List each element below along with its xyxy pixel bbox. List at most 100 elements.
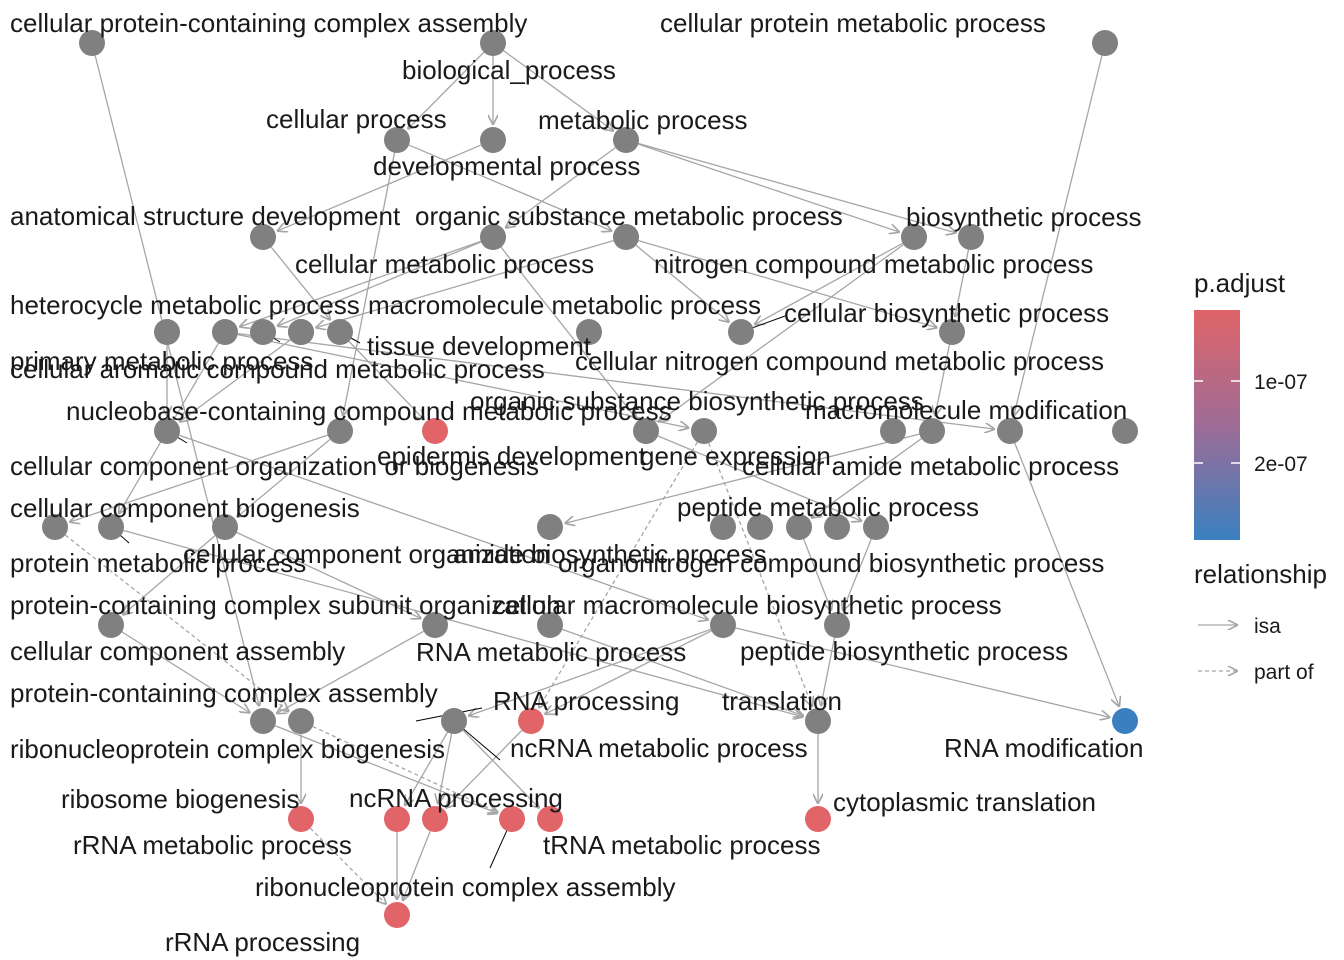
go-term-node-mp[interactable] <box>613 127 639 153</box>
isa-edge <box>462 729 539 808</box>
go-term-node-rcb[interactable] <box>288 708 314 734</box>
padjust-tick-label: 1e-07 <box>1254 371 1308 394</box>
isa-edge <box>237 332 995 429</box>
labels-layer: cellular protein-containing complex asse… <box>10 8 1143 957</box>
go-term-label-osmp: organic substance metabolic process <box>415 201 843 231</box>
go-term-node-mmp[interactable] <box>212 319 238 345</box>
isa-edge <box>239 240 481 327</box>
go-term-node-abp[interactable] <box>537 514 563 540</box>
isa-edge <box>237 438 331 517</box>
isa-edge <box>544 630 712 714</box>
part-of-edge <box>539 441 698 708</box>
go-term-node-pcso[interactable] <box>98 612 124 638</box>
go-term-label-oncbp: organonitrogen compound biosynthetic pro… <box>558 548 1104 578</box>
go-term-node-trnamp[interactable] <box>537 806 563 832</box>
go-term-node-epd[interactable] <box>422 418 448 444</box>
padjust-legend-title: p.adjust <box>1194 268 1286 298</box>
isa-edge <box>122 534 216 615</box>
isa-edge <box>635 244 729 322</box>
go-term-node-ccorg[interactable] <box>212 514 238 540</box>
go-term-node-cncmp[interactable] <box>939 319 965 345</box>
go-term-label-rb: ribosome biogenesis <box>61 784 299 814</box>
isa-edge <box>955 249 970 318</box>
go-term-node-ge[interactable] <box>691 418 717 444</box>
go-term-node-rb[interactable] <box>288 806 314 832</box>
isa-edge <box>237 333 690 428</box>
go-term-node-osbp[interactable] <box>633 418 659 444</box>
go-term-label-cmbp: cellular macromolecule biosynthetic proc… <box>493 590 1002 620</box>
isa-edge <box>565 433 920 523</box>
go-term-label-rnamod: RNA modification <box>944 733 1143 763</box>
go-term-node-oncbp[interactable] <box>863 514 889 540</box>
isa-edge <box>445 729 523 808</box>
go-term-node-ccob[interactable] <box>327 418 353 444</box>
isa-edge <box>1014 442 1120 707</box>
go-term-node-osmp[interactable] <box>480 224 506 250</box>
go-term-node-cbp[interactable] <box>728 319 754 345</box>
go-term-node-ccb[interactable] <box>42 514 68 540</box>
go-term-node-asd[interactable] <box>250 224 276 250</box>
go-term-node-pcca[interactable] <box>250 708 276 734</box>
isa-edge <box>69 434 328 522</box>
isa-edge <box>658 244 904 423</box>
go-term-node-ncmp[interactable] <box>958 224 984 250</box>
go-term-node-ct[interactable] <box>805 806 831 832</box>
go-term-node-pbp[interactable] <box>824 612 850 638</box>
go-term-node-pepmp[interactable] <box>786 514 812 540</box>
go-term-node-ncrnap[interactable] <box>422 806 448 832</box>
go-term-node-cammp[interactable] <box>919 418 945 444</box>
isa-edge <box>843 538 872 611</box>
go-term-node-rnamod[interactable] <box>1112 708 1138 734</box>
go-term-node-td[interactable] <box>327 319 353 345</box>
isa-edge <box>821 637 836 707</box>
go-term-node-bp[interactable] <box>480 30 506 56</box>
isa-edge <box>179 434 709 620</box>
go-term-node-cmp[interactable] <box>613 224 639 250</box>
go-term-node-nbcmp[interactable] <box>154 418 180 444</box>
isa-edge <box>348 340 425 420</box>
go-term-label-ccb: cellular component biogenesis <box>10 493 360 523</box>
go-term-node-rnap[interactable] <box>518 708 544 734</box>
go-term-node-cp[interactable] <box>384 127 410 153</box>
legend: p.adjust 1e-07 2e-07 relationship isa pa… <box>1194 268 1327 684</box>
go-term-node-pmp2[interactable] <box>250 319 276 345</box>
edges-layer <box>64 50 1120 905</box>
isa-edge <box>408 144 612 231</box>
go-term-node-protmp[interactable] <box>98 514 124 540</box>
isa-edge <box>638 143 899 232</box>
isa-edge <box>500 246 637 419</box>
go-term-node-rrnap[interactable] <box>384 902 410 928</box>
go-term-node-rca[interactable] <box>499 806 525 832</box>
go-term-label-epd: epidermis development <box>377 441 647 471</box>
go-term-label-asd: anatomical structure development <box>10 201 401 231</box>
go-term-node-rnamp[interactable] <box>710 612 736 638</box>
go-term-node-cpcca[interactable] <box>79 30 105 56</box>
go-term-node-cpmp[interactable] <box>1092 30 1118 56</box>
isa-edge <box>638 142 957 233</box>
go-term-node-hmp[interactable] <box>154 319 180 345</box>
isa-edge <box>562 628 804 716</box>
go-term-label-pcca: protein-containing complex assembly <box>10 678 438 708</box>
go-term-node-bsp[interactable] <box>901 224 927 250</box>
go-term-label-bsp: biosynthetic process <box>906 202 1142 232</box>
go-term-label-mmp: macromolecule metabolic process <box>368 290 761 320</box>
go-term-node-dp[interactable] <box>480 127 506 153</box>
go-term-node-rrnamp[interactable] <box>384 806 410 832</box>
go-term-label-ct: cytoplasmic translation <box>833 787 1096 817</box>
go-term-node-cmbp[interactable] <box>537 612 563 638</box>
part-of-legend-label: part of <box>1254 661 1314 684</box>
isa-edge <box>405 731 449 806</box>
go-term-node-cca[interactable] <box>422 612 448 638</box>
go-term-label-dp: developmental process <box>373 151 640 181</box>
go-term-node-camp[interactable] <box>288 319 314 345</box>
go-term-node <box>576 319 602 345</box>
go-term-node <box>880 418 906 444</box>
isa-edge <box>754 242 903 325</box>
go-term-node-transl[interactable] <box>805 708 831 734</box>
go-term-node-mmod[interactable] <box>997 418 1023 444</box>
go-term-label-ge: gene expression <box>640 441 831 471</box>
go-term-label-cca: cellular component assembly <box>10 636 345 666</box>
go-term-node-ncrnamp[interactable] <box>441 708 467 734</box>
isa-edge <box>468 628 711 716</box>
part-of-edge <box>312 725 499 812</box>
